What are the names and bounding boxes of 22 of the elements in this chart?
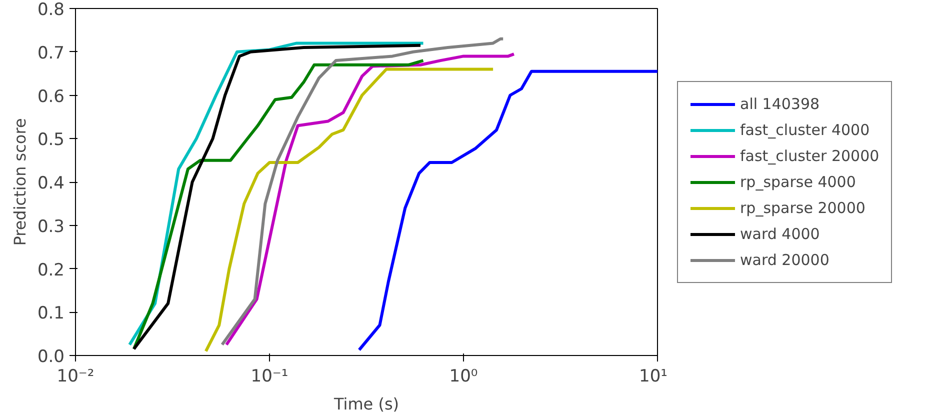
- y-tick-label: 0.8: [37, 0, 65, 20]
- legend-label: fast_cluster 20000: [740, 146, 880, 164]
- y-tick-label: 0.4: [37, 174, 65, 194]
- legend-label: fast_cluster 4000: [740, 120, 870, 138]
- x-tick-label: 10⁰: [449, 366, 478, 386]
- legend-label: rp_sparse 4000: [740, 172, 856, 190]
- x-tick-label: 10⁻¹: [250, 366, 288, 386]
- x-tick-label: 10¹: [639, 366, 668, 386]
- y-tick-label: 0.7: [37, 43, 65, 64]
- y-tick-label: 0.3: [37, 216, 65, 237]
- legend-label: all 140398: [740, 94, 820, 112]
- x-axis-title: Time (s): [332, 394, 400, 414]
- legend-label: ward 20000: [740, 250, 830, 268]
- y-tick-label: 0.2: [37, 260, 65, 280]
- y-tick-label: 0.5: [37, 130, 65, 150]
- y-axis-title: Prediction score: [10, 118, 30, 246]
- x-tick-label: 10⁻²: [56, 366, 94, 386]
- y-tick-label: 0.0: [37, 347, 65, 367]
- y-tick-label: 0.6: [37, 86, 65, 107]
- legend-label: rp_sparse 20000: [740, 198, 866, 216]
- y-tick-label: 0.1: [37, 304, 65, 324]
- legend-label: ward 4000: [740, 224, 820, 242]
